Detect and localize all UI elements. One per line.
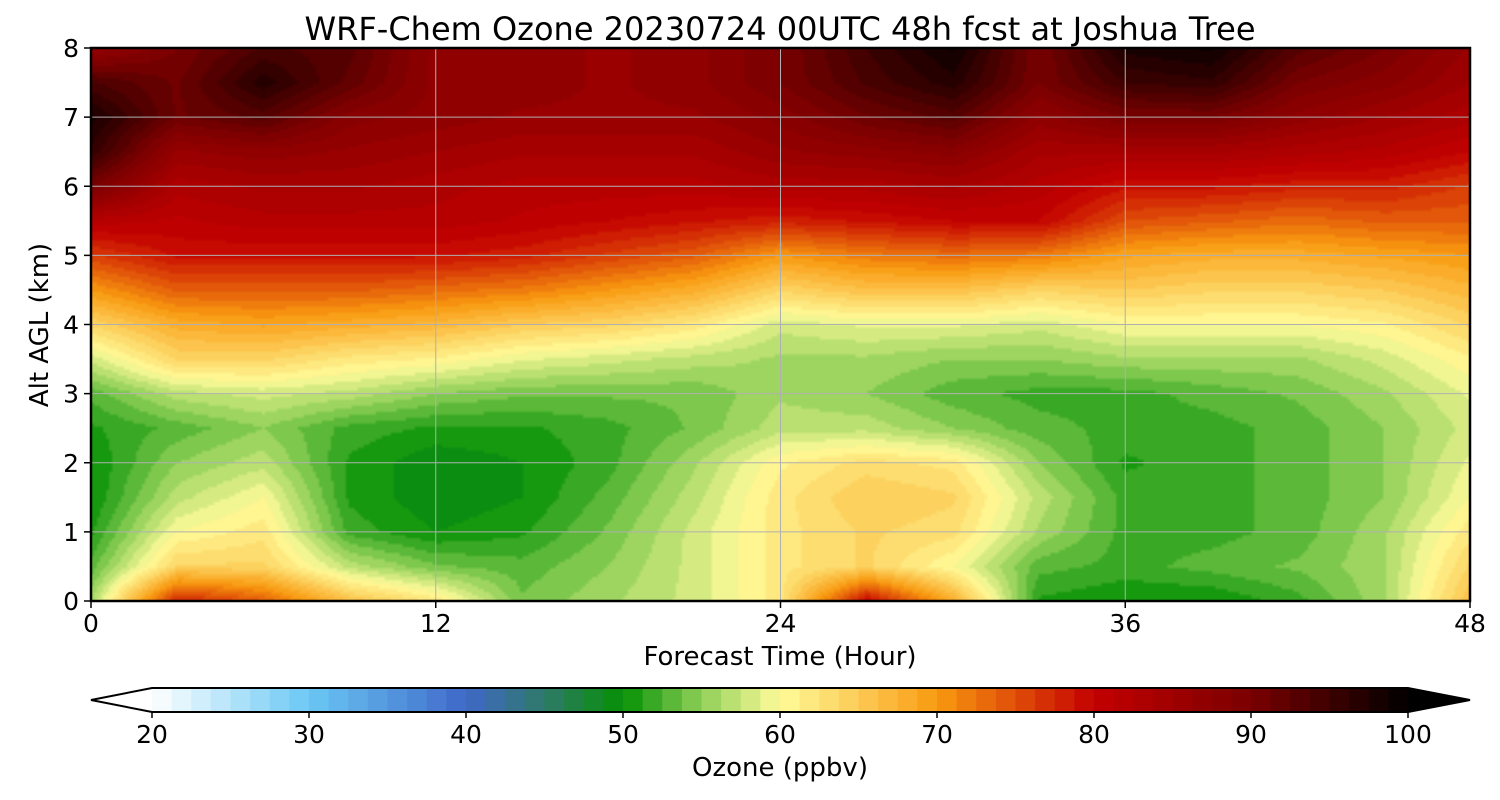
- colorbar-segment: [328, 688, 349, 712]
- colorbar-segment: [387, 688, 408, 712]
- y-axis-label: Alt AGL (km): [25, 243, 55, 407]
- colorbar-segment: [1172, 688, 1193, 712]
- colorbar-tick-label: 100: [1384, 720, 1432, 749]
- colorbar-tick-label: 20: [136, 720, 168, 749]
- y-tick-label: 0: [63, 587, 79, 616]
- colorbar-segment: [1094, 688, 1115, 712]
- colorbar-segment: [917, 688, 938, 712]
- colorbar-segment: [1074, 688, 1095, 712]
- colorbar-segment: [583, 688, 604, 712]
- colorbar-segment: [1211, 688, 1232, 712]
- y-tick-label: 8: [63, 34, 79, 63]
- colorbar: 20 30 40 50 60 70 80 90 100: [90, 687, 1471, 749]
- colorbar-segment: [152, 688, 173, 712]
- colorbar-segment: [1054, 688, 1075, 712]
- colorbar-segment: [603, 688, 624, 712]
- colorbar-segment: [976, 688, 997, 712]
- y-tick-label: 4: [63, 311, 79, 340]
- colorbar-segment: [937, 688, 958, 712]
- y-tick-label: 2: [63, 449, 79, 478]
- y-tick-label: 5: [63, 241, 79, 270]
- y-tick-label: 3: [63, 380, 79, 409]
- colorbar-segment: [367, 688, 389, 712]
- chart-title: WRF-Chem Ozone 20230724 00UTC 48h fcst a…: [304, 10, 1255, 48]
- colorbar-segment: [760, 688, 781, 712]
- colorbar-segment: [407, 688, 428, 712]
- y-tick-label: 7: [63, 103, 79, 132]
- colorbar-segment: [1270, 688, 1291, 712]
- colorbar-tick-label: 40: [450, 720, 482, 749]
- colorbar-segment: [269, 688, 290, 712]
- colorbar-tick-label: 70: [921, 720, 953, 749]
- colorbar-segment: [289, 688, 310, 712]
- colorbar-segment: [1368, 688, 1389, 712]
- colorbar-segment: [505, 688, 526, 712]
- colorbar-segment: [1133, 688, 1154, 712]
- colorbar-segment: [858, 688, 879, 712]
- colorbar-tick-label: 30: [293, 720, 325, 749]
- x-tick-label: 24: [765, 609, 797, 638]
- colorbar-segment: [309, 688, 330, 712]
- colorbar-segment: [210, 688, 232, 712]
- colorbar-tick-label: 80: [1078, 720, 1110, 749]
- colorbar-label: Ozone (ppbv): [692, 753, 868, 783]
- colorbar-extend-min: [91, 688, 152, 712]
- colorbar-segment: [623, 688, 644, 712]
- colorbar-segment: [1152, 688, 1174, 712]
- x-tick-label: 0: [83, 609, 99, 638]
- colorbar-segment: [466, 688, 487, 712]
- colorbar-segment: [1388, 688, 1409, 712]
- y-tick-label: 6: [63, 172, 79, 201]
- x-axis-label: Forecast Time (Hour): [643, 642, 916, 672]
- colorbar-segment: [897, 688, 918, 712]
- colorbar-segment: [878, 688, 899, 712]
- colorbar-extend-max: [1408, 688, 1470, 712]
- colorbar-segment: [642, 688, 663, 712]
- colorbar-segment: [740, 688, 761, 712]
- colorbar-segment: [524, 688, 546, 712]
- colorbar-segment: [191, 688, 212, 712]
- colorbar-tick-label: 60: [764, 720, 796, 749]
- colorbar-segment: [446, 688, 467, 712]
- colorbar-segment: [1329, 688, 1350, 712]
- colorbar-segment: [1349, 688, 1370, 712]
- colorbar-segment: [1231, 688, 1252, 712]
- colorbar-segment: [250, 688, 271, 712]
- colorbar-segment: [1192, 688, 1213, 712]
- colorbar-segment: [171, 688, 192, 712]
- colorbar-segment: [701, 688, 722, 712]
- colorbar-segment: [1113, 688, 1134, 712]
- colorbar-tick-label: 90: [1235, 720, 1267, 749]
- colorbar-segment: [1251, 688, 1272, 712]
- colorbar-segment: [956, 688, 977, 712]
- colorbar-segment: [799, 688, 820, 712]
- y-tick-label: 1: [63, 518, 79, 547]
- colorbar-segment: [662, 688, 683, 712]
- colorbar-segment: [681, 688, 703, 712]
- colorbar-segment: [426, 688, 447, 712]
- colorbar-tick-label: 50: [607, 720, 639, 749]
- colorbar-segment: [348, 688, 369, 712]
- colorbar-segment: [230, 688, 251, 712]
- colorbar-segment: [819, 688, 840, 712]
- colorbar-segment: [1290, 688, 1311, 712]
- colorbar-segment: [564, 688, 585, 712]
- colorbar-segment: [485, 688, 506, 712]
- colorbar-segment: [780, 688, 801, 712]
- colorbar-segment: [995, 688, 1017, 712]
- colorbar-segment: [1035, 688, 1056, 712]
- x-tick-label: 48: [1454, 609, 1486, 638]
- x-tick-label: 12: [420, 609, 452, 638]
- colorbar-segment: [721, 688, 742, 712]
- colorbar-segment: [1015, 688, 1036, 712]
- colorbar-segment: [544, 688, 565, 712]
- colorbar-segment: [838, 688, 860, 712]
- x-tick-label: 36: [1109, 609, 1141, 638]
- colorbar-segment: [1309, 688, 1331, 712]
